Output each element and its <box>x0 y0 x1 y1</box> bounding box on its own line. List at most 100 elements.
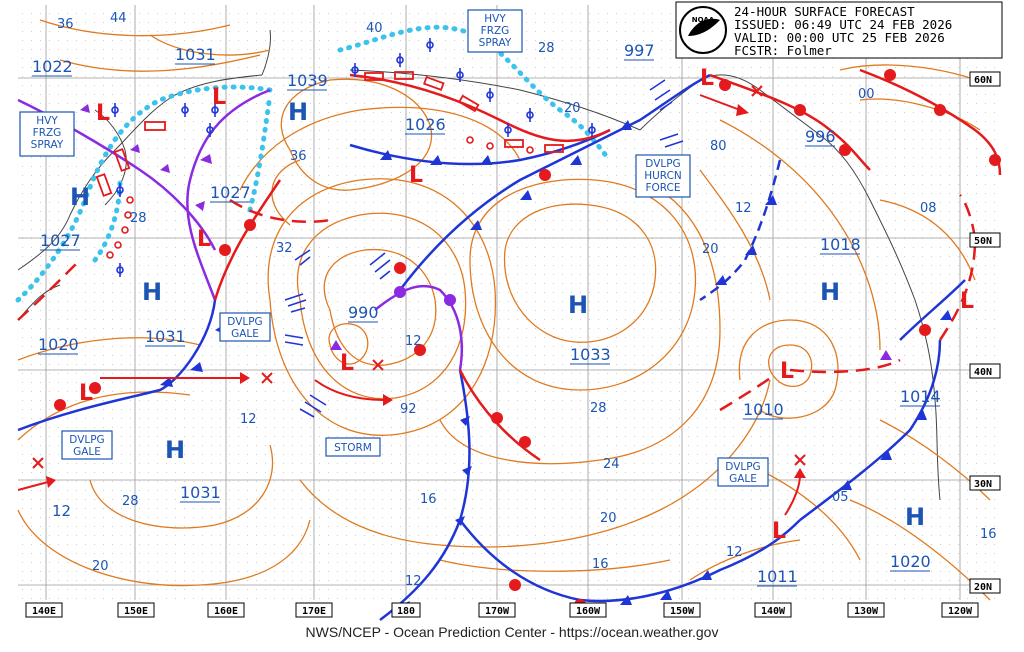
isobar-label: 20 <box>92 559 109 574</box>
isobar-label: 36 <box>290 149 307 164</box>
svg-text:H: H <box>288 98 308 126</box>
pressure-1031-c: 1031 <box>180 483 221 502</box>
svg-text:FORCE: FORCE <box>645 182 680 194</box>
svg-text:L: L <box>96 101 110 126</box>
lon-label: 140W <box>761 606 786 617</box>
svg-text:FRZG: FRZG <box>481 25 510 37</box>
svg-text:HVY: HVY <box>484 13 506 25</box>
isobar-label: 12 <box>240 412 257 427</box>
lon-label: 170E <box>302 606 326 617</box>
isobar-label: 28 <box>130 211 147 226</box>
high-center-symbols: H H H H H H H <box>70 98 925 531</box>
svg-text:DVLPG: DVLPG <box>725 461 760 473</box>
pressure-1031-b: 1031 <box>145 327 186 346</box>
motion-arrows <box>17 94 806 516</box>
pressure-1020-a: 1020 <box>38 335 79 354</box>
svg-text:L: L <box>780 359 794 384</box>
cold-front-symbols <box>160 120 952 611</box>
pressure-990: 990 <box>348 303 379 322</box>
warning-box-storm: STORM <box>325 437 381 457</box>
svg-text:SPRAY: SPRAY <box>31 139 64 151</box>
lon-label: 140E <box>32 606 56 617</box>
pressure-1027-a: 1027 <box>210 183 251 202</box>
svg-text:GALE: GALE <box>729 473 757 485</box>
lon-label: 120W <box>948 606 973 617</box>
isobar-label: 20 <box>702 242 719 257</box>
pressure-1033: 1033 <box>570 345 611 364</box>
svg-text:L: L <box>409 163 423 188</box>
pressure-values: 1031 1039 1027 1031 1031 1033 1018 1020 … <box>32 41 941 586</box>
forecast-issued: ISSUED: 06:49 UTC 24 FEB 2026 <box>734 17 952 32</box>
isobar-values: 36 44 40 28 20 36 32 28 12 12 92 16 12 2… <box>57 11 997 589</box>
forecast-title: 24-HOUR SURFACE FORECAST <box>734 4 915 19</box>
svg-text:HURCN: HURCN <box>644 170 682 182</box>
isobar-label: 12 <box>405 334 422 349</box>
lat-label: 20N <box>974 582 992 593</box>
svg-text:DVLPG: DVLPG <box>69 434 104 446</box>
isobar-label: 00 <box>858 87 875 102</box>
lon-label: 150W <box>670 606 695 617</box>
pressure-1020-b: 1020 <box>890 552 931 571</box>
svg-text:H: H <box>905 503 925 531</box>
svg-text:FRZG: FRZG <box>33 127 62 139</box>
svg-text:HVY: HVY <box>36 115 58 127</box>
pressure-1026: 1026 <box>405 115 446 134</box>
svg-text:STORM: STORM <box>334 442 372 454</box>
forecast-valid: VALID: 00:00 UTC 25 FEB 2026 <box>734 30 945 45</box>
pressure-1027-b: 1027 <box>40 231 81 250</box>
pressure-1011: 1011 <box>757 567 798 586</box>
isobar-label: 24 <box>603 457 620 472</box>
lon-label: 150E <box>124 606 148 617</box>
footer-credit: NWS/NCEP - Ocean Prediction Center - htt… <box>306 624 719 640</box>
pressure-underlines <box>32 59 940 587</box>
isobar-label: 44 <box>110 11 127 26</box>
pressure-1018: 1018 <box>820 235 861 254</box>
pressure-996: 996 <box>805 127 836 146</box>
latitude-labels: 60N 50N 40N 30N 20N <box>969 71 1001 594</box>
ice-accretion-symbols <box>95 71 564 197</box>
isobar-label: 28 <box>122 494 139 509</box>
lon-label: 130W <box>854 606 879 617</box>
wind-barbs <box>284 79 684 418</box>
pressure-1031-a: 1031 <box>175 45 216 64</box>
forecast-header: NOAA 24-HOUR SURFACE FORECAST ISSUED: 06… <box>675 1 1003 59</box>
freezing-spray-areas <box>15 24 613 303</box>
isobar-label: 40 <box>366 21 383 36</box>
occluded-front-symbols <box>80 104 892 360</box>
ice-symbols <box>111 38 596 277</box>
pressure-1014: 1014 <box>900 387 941 406</box>
lat-label: 50N <box>974 236 992 247</box>
svg-text:H: H <box>568 291 588 319</box>
svg-text:L: L <box>212 85 226 110</box>
pressure-997: 997 <box>624 41 655 60</box>
svg-text:SPRAY: SPRAY <box>479 37 512 49</box>
isobar-label: 16 <box>592 557 609 572</box>
noaa-logo-text: NOAA <box>692 16 715 24</box>
lon-label: 160W <box>576 606 601 617</box>
isobar-label: 05 <box>832 490 849 505</box>
svg-text:L: L <box>960 289 974 314</box>
x-marks <box>32 85 806 469</box>
isobar-label: 28 <box>538 41 555 56</box>
lat-label: 60N <box>974 75 992 86</box>
svg-text:L: L <box>772 519 786 544</box>
svg-text:L: L <box>197 227 211 252</box>
longitude-labels: 140E 150E 160E 170E 180 170W 160W 150W 1… <box>25 602 979 618</box>
isobar-label: 08 <box>920 201 937 216</box>
isobar-label: 32 <box>276 241 293 256</box>
isobar-label: 12 <box>735 201 752 216</box>
svg-text:H: H <box>820 278 840 306</box>
svg-text:H: H <box>165 436 185 464</box>
isobar-label: 28 <box>590 401 607 416</box>
isobar-label: 20 <box>600 511 617 526</box>
warm-front-symbols <box>54 69 1001 611</box>
isobar-label: 92 <box>400 402 417 417</box>
lon-label: 160E <box>214 606 238 617</box>
pressure-1039: 1039 <box>287 71 328 90</box>
